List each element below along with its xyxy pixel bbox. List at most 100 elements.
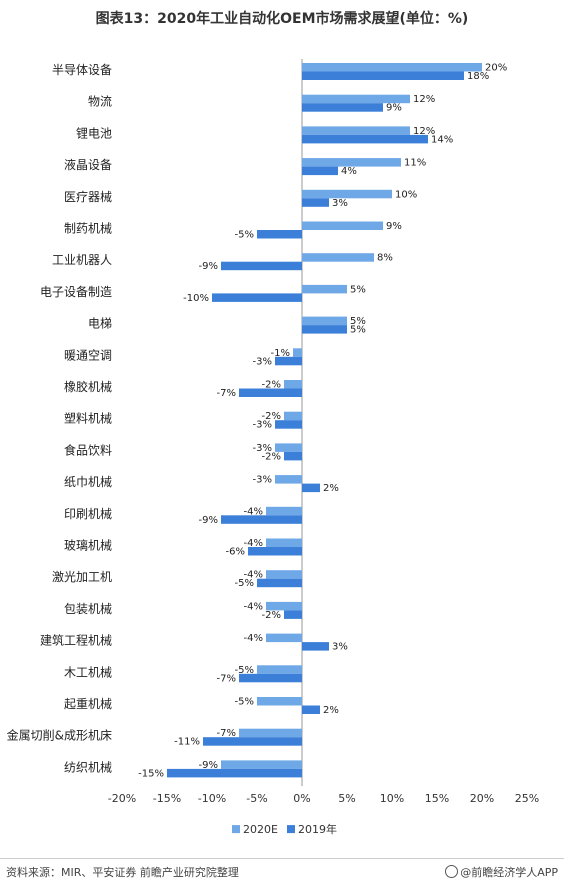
- bar-2019年: [275, 356, 302, 366]
- data-label: 5%: [350, 316, 366, 327]
- bar-2020E: [266, 601, 302, 611]
- bar-2019年: [302, 166, 338, 176]
- data-label: -5%: [235, 230, 254, 241]
- category-label: 建筑工程机械: [40, 633, 112, 648]
- category-label: 工业机器人: [52, 253, 112, 267]
- bar-2020E: [302, 63, 482, 72]
- category-label: 起重机械: [64, 696, 112, 711]
- category-label: 激光加工机: [52, 570, 112, 584]
- data-label: 9%: [386, 221, 402, 232]
- bar-2020E: [266, 506, 302, 516]
- data-label: -5%: [235, 665, 254, 676]
- category-label: 电子设备制造: [40, 285, 112, 299]
- bar-2019年: [257, 230, 302, 239]
- x-tick-label: -5%: [246, 792, 267, 805]
- bar-2020E: [257, 697, 302, 706]
- bar-2019年: [239, 673, 302, 683]
- data-label: 9%: [386, 103, 402, 114]
- bar-2020E: [302, 316, 347, 326]
- bar-2019年: [302, 103, 383, 112]
- bar-2019年: [257, 578, 302, 588]
- data-label: 14%: [431, 134, 453, 145]
- data-label: 3%: [332, 198, 348, 209]
- data-label: -10%: [183, 293, 209, 304]
- bar-2019年: [212, 293, 302, 302]
- x-tick-label: 25%: [515, 792, 539, 805]
- bar-2019年: [302, 134, 428, 144]
- data-label: 20%: [485, 63, 507, 74]
- bar-2020E: [257, 665, 302, 674]
- data-label: -2%: [262, 610, 281, 621]
- x-tick-label: 0%: [293, 792, 310, 805]
- data-label: -9%: [199, 515, 218, 526]
- bar-2019年: [239, 388, 302, 397]
- category-label: 塑料机械: [64, 411, 112, 426]
- bar-2020E: [266, 633, 302, 643]
- legend-label: 2019年: [298, 822, 337, 836]
- category-label: 纺织机械: [64, 759, 112, 774]
- brand-label: @前瞻经济学人APP: [460, 866, 558, 879]
- category-label: 包装机械: [64, 601, 112, 616]
- data-label: -4%: [244, 633, 263, 644]
- x-tick-label: -20%: [108, 792, 136, 805]
- bar-2019年: [302, 642, 329, 651]
- data-label: 12%: [413, 126, 435, 137]
- bar-2019年: [275, 420, 302, 429]
- data-label: -3%: [253, 420, 272, 431]
- x-tick-label: 10%: [380, 792, 404, 805]
- chart-title: 图表13：2020年工业自动化OEM市场需求展望(单位：%): [95, 11, 469, 27]
- category-label: 纸巾机械: [64, 474, 112, 489]
- legend-label: 2020E: [243, 823, 278, 836]
- bar-2019年: [302, 705, 320, 714]
- data-label: 2%: [323, 483, 339, 494]
- bar-2019年: [284, 610, 302, 619]
- data-label: -4%: [244, 538, 263, 549]
- category-label: 暖通空调: [64, 348, 112, 362]
- data-label: -3%: [253, 443, 272, 454]
- bar-2019年: [221, 261, 302, 271]
- data-label: 2%: [323, 705, 339, 716]
- bar-2020E: [275, 443, 302, 452]
- data-label: -4%: [244, 601, 263, 612]
- bar-2019年: [248, 547, 302, 556]
- bar-2020E: [302, 126, 410, 135]
- bar-2019年: [302, 198, 329, 207]
- category-label: 印刷机械: [64, 506, 112, 521]
- data-label: -11%: [174, 737, 200, 748]
- x-tick-label: 5%: [338, 792, 355, 805]
- category-label: 医疗器械: [64, 189, 112, 204]
- data-label: -4%: [244, 506, 263, 517]
- data-label: 18%: [467, 71, 489, 82]
- bar-2020E: [302, 253, 374, 262]
- data-label: -15%: [138, 768, 164, 779]
- bar-2020E: [239, 728, 302, 738]
- category-label: 物流: [88, 95, 112, 109]
- bar-2020E: [293, 348, 302, 357]
- category-label: 木工机械: [64, 664, 112, 679]
- category-label: 金属切削&成形机床: [7, 728, 112, 743]
- data-label: -2%: [262, 380, 281, 391]
- bar-2019年: [302, 71, 464, 80]
- x-tick-label: 15%: [425, 792, 449, 805]
- category-label: 玻璃机械: [64, 538, 112, 553]
- x-tick-label: -15%: [153, 792, 181, 805]
- category-label: 食品饮料: [64, 442, 112, 457]
- bar-2019年: [167, 768, 302, 778]
- x-tick-label: -10%: [198, 792, 226, 805]
- bar-2020E: [266, 538, 302, 547]
- bar-2020E: [266, 570, 302, 579]
- data-label: 10%: [395, 189, 417, 200]
- bar-2020E: [302, 94, 410, 104]
- data-label: -4%: [244, 570, 263, 581]
- bar-2020E: [284, 380, 302, 389]
- category-label: 制药机械: [64, 221, 112, 236]
- bar-2019年: [221, 515, 302, 524]
- bar-2019年: [302, 483, 320, 493]
- data-label: 11%: [404, 158, 426, 169]
- data-label: 12%: [413, 94, 435, 105]
- category-label: 电梯: [88, 317, 112, 331]
- footer-divider: [0, 858, 564, 859]
- data-label: -9%: [199, 760, 218, 771]
- bar-2020E: [302, 221, 383, 230]
